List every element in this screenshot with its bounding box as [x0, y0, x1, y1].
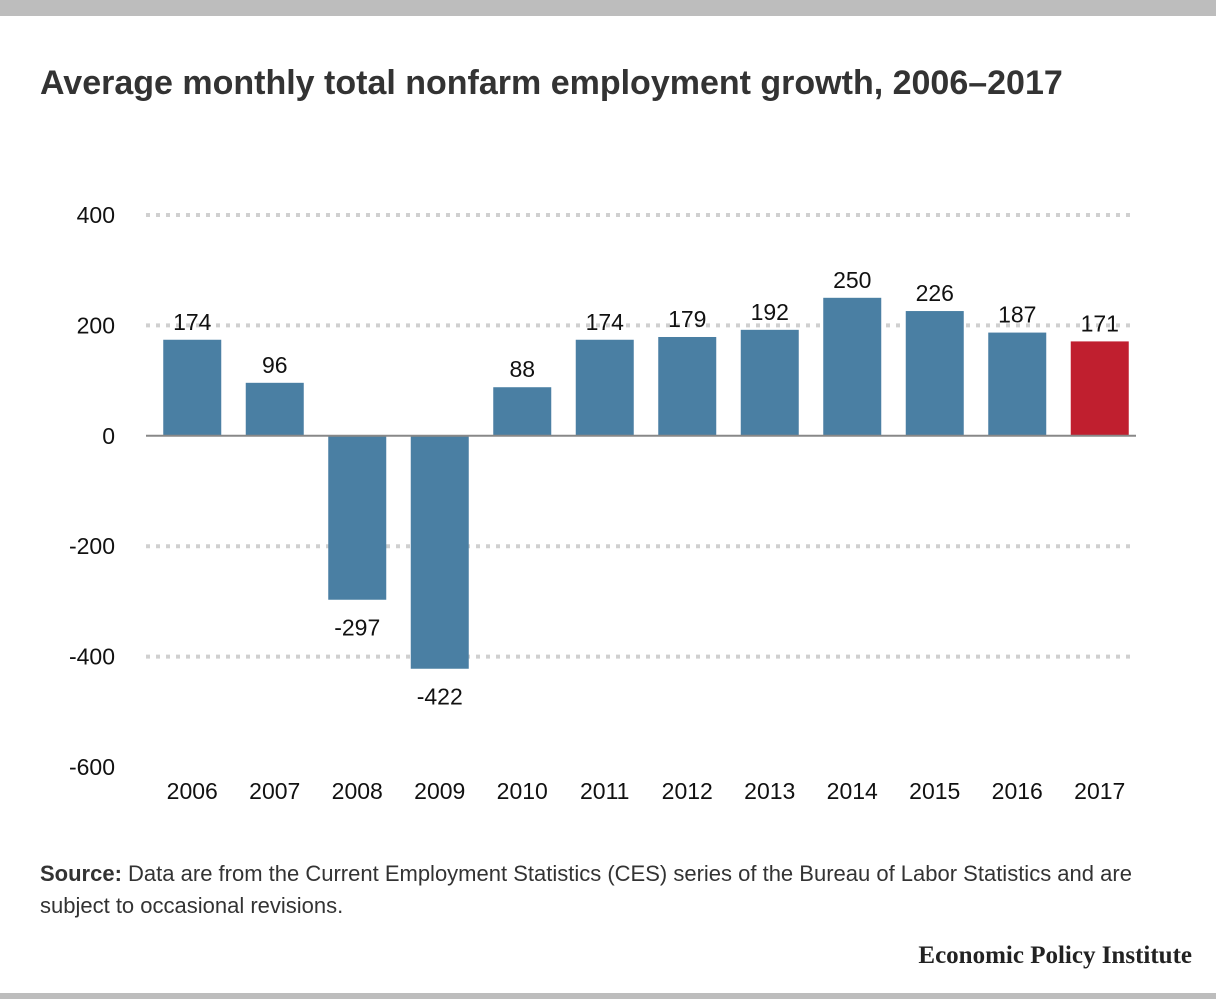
bar-2012 [658, 336, 717, 436]
bar-2006 [163, 339, 222, 436]
y-tick-label: -200 [69, 533, 115, 559]
top-border [0, 0, 1216, 16]
bar-chart: 400 200 0 -200 -400 -600 174 2006 96 2007 -297 2008… [69, 202, 1136, 804]
x-tick-label-2015: 2015 [909, 778, 960, 804]
data-label-2016: 187 [998, 302, 1036, 328]
bar-2013 [740, 329, 799, 436]
bar-2007 [245, 382, 304, 436]
data-label-2015: 226 [916, 280, 954, 306]
y-tick-label: -400 [69, 644, 115, 670]
x-tick-label-2009: 2009 [414, 778, 465, 804]
bar-2014 [823, 297, 882, 436]
data-label-2007: 96 [262, 352, 288, 378]
data-label-2012: 179 [668, 306, 706, 332]
bar-2016 [988, 332, 1047, 436]
x-tick-label-2010: 2010 [497, 778, 548, 804]
x-tick-label-2014: 2014 [827, 778, 878, 804]
x-tick-label-2007: 2007 [249, 778, 300, 804]
brand-logo: Economic Policy Institute [918, 942, 1192, 969]
y-tick-label: 0 [102, 423, 115, 449]
x-tick-label-2006: 2006 [167, 778, 218, 804]
bar-2010 [493, 387, 552, 436]
y-tick-label: 400 [77, 202, 115, 228]
chart-title: Average monthly total nonfarm employment… [40, 64, 1063, 102]
source-label: Source: [40, 861, 122, 886]
data-label-2017: 171 [1081, 310, 1119, 336]
source-text: Data are from the Current Employment Sta… [40, 861, 1132, 918]
x-tick-label-2012: 2012 [662, 778, 713, 804]
y-tick-label: -600 [69, 754, 115, 780]
x-tick-label-2017: 2017 [1074, 778, 1125, 804]
x-tick-label-2013: 2013 [744, 778, 795, 804]
x-tick-label-2008: 2008 [332, 778, 383, 804]
y-tick-label: 200 [77, 312, 115, 338]
data-label-2011: 174 [586, 309, 625, 335]
bar-2017 [1070, 341, 1129, 436]
data-label-2008: -297 [334, 615, 380, 641]
bar-2011 [575, 339, 634, 436]
data-label-2014: 250 [833, 267, 871, 293]
data-label-2010: 88 [509, 356, 535, 382]
source-note: Source: Data are from the Current Employ… [40, 858, 1190, 922]
data-label-2006: 174 [173, 309, 212, 335]
bottom-border [0, 993, 1216, 999]
x-tick-label-2016: 2016 [992, 778, 1043, 804]
x-tick-label-2011: 2011 [580, 778, 629, 804]
bar-2008 [328, 435, 387, 600]
data-label-2009: -422 [417, 684, 463, 710]
bar-2015 [905, 311, 964, 436]
bar-2009 [410, 435, 469, 669]
data-label-2013: 192 [751, 299, 789, 325]
